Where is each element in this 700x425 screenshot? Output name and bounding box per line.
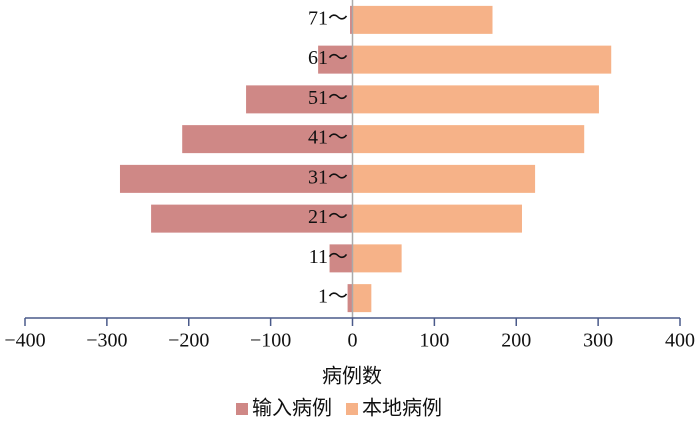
x-tick-label: 0	[348, 330, 358, 352]
bar	[352, 164, 536, 193]
legend-label: 本地病例	[362, 397, 442, 420]
y-tick-label: 41～	[308, 127, 348, 149]
x-tick-label: −400	[4, 330, 45, 352]
bar	[352, 45, 612, 74]
x-tick-label: −100	[250, 330, 291, 352]
y-tick-label: 51～	[308, 87, 348, 109]
y-tick-label: 71～	[308, 7, 348, 29]
x-tick-label: −200	[168, 330, 209, 352]
x-tick-label: 300	[583, 330, 613, 352]
y-tick-label: 1～	[318, 286, 348, 308]
bar	[350, 5, 353, 34]
bar	[246, 85, 353, 114]
x-axis-title: 病例数	[322, 365, 382, 388]
x-tick-label: 200	[501, 330, 531, 352]
x-tick-label: 100	[419, 330, 449, 352]
x-tick-label: 400	[665, 330, 695, 352]
bar	[182, 125, 353, 154]
legend-swatch	[236, 403, 248, 415]
bar	[329, 244, 353, 273]
bar	[352, 244, 402, 273]
bar	[151, 204, 353, 233]
y-tick-label: 11～	[309, 246, 348, 268]
y-tick-label: 61～	[308, 47, 348, 69]
bar	[352, 5, 493, 34]
bar	[347, 284, 353, 313]
x-tick-label: −300	[86, 330, 127, 352]
bar	[352, 284, 372, 313]
y-tick-label: 21～	[308, 206, 348, 228]
bar	[352, 204, 522, 233]
legend-swatch	[346, 403, 358, 415]
legend-label: 输入病例	[252, 397, 332, 420]
bar	[352, 125, 585, 154]
bar	[119, 164, 353, 193]
y-tick-label: 31～	[308, 166, 348, 188]
bar	[352, 85, 599, 114]
bar	[318, 45, 353, 74]
